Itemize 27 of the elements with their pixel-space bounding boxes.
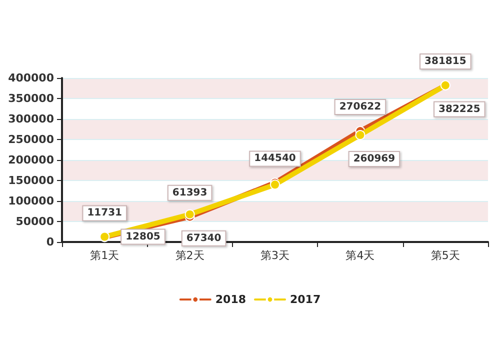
y-tick-label: 400000 [8,72,54,84]
y-tick-label: 0 [46,236,54,248]
data-label: 67340 [186,232,222,244]
data-label: 382225 [438,104,480,115]
y-tick-label: 150000 [8,174,54,187]
y-tick-label: 100000 [8,194,54,208]
x-tick-label: 第5天 [430,249,460,262]
x-tick-label: 第2天 [175,249,204,262]
legend-label: 2018 [215,293,246,306]
data-label: 144540 [254,153,296,164]
y-tick-label: 50000 [16,215,54,228]
y-tick-label: 250000 [8,133,54,146]
x-tick-label: 第3天 [260,249,290,262]
data-label: 12805 [126,231,160,242]
data-label: 11731 [87,208,122,219]
y-tick-label: 350000 [8,92,54,105]
data-label: 260969 [353,154,396,165]
data-label: 270622 [339,102,382,113]
x-tick-label: 第4天 [346,249,375,262]
data-label: 61393 [172,187,208,198]
point [184,209,195,220]
y-tick-label: 200000 [8,154,54,166]
point [355,130,366,140]
data-label: 381815 [424,56,466,67]
legend-label: 2017 [290,293,321,306]
y-tick-label: 300000 [8,112,54,126]
x-tick-label: 第1天 [90,249,120,262]
